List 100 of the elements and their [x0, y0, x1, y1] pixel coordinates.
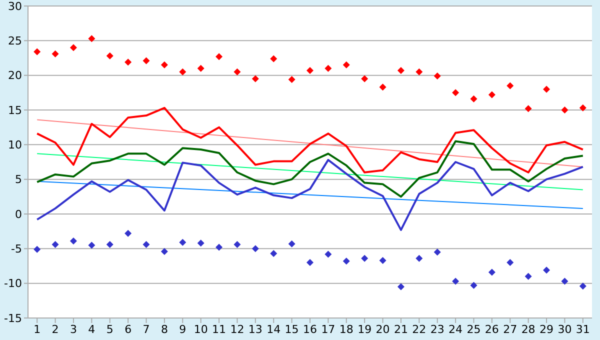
- x-tick-label: 31: [576, 322, 590, 336]
- point: [252, 75, 259, 82]
- point: [52, 50, 59, 58]
- line-series: [36, 140, 584, 198]
- point: [361, 254, 368, 262]
- x-tick-label: 6: [124, 322, 132, 336]
- x-tick-label: 7: [142, 322, 150, 336]
- point: [306, 259, 314, 266]
- y-tick-label: 0: [15, 208, 22, 221]
- x-tick-label: 30: [558, 322, 572, 336]
- x-tick-label: 18: [339, 322, 354, 336]
- y-tick-label: 20: [8, 69, 22, 82]
- point: [306, 66, 314, 74]
- point: [579, 282, 586, 290]
- point: [379, 84, 386, 91]
- x-tick-label: 28: [521, 322, 536, 336]
- point: [397, 283, 404, 290]
- point: [124, 230, 132, 237]
- point: [579, 104, 586, 112]
- line-series: [36, 158, 584, 231]
- x-tick-label: 22: [412, 322, 426, 336]
- point: [416, 68, 423, 76]
- point: [106, 52, 114, 60]
- y-tick-label: -15: [4, 312, 22, 325]
- point: [397, 66, 404, 74]
- y-tick-label: 5: [15, 173, 22, 186]
- point: [142, 241, 150, 248]
- point: [324, 64, 332, 72]
- point: [160, 248, 168, 255]
- point: [452, 89, 460, 96]
- y-tick-label: 25: [8, 34, 22, 48]
- point: [342, 61, 350, 68]
- point: [88, 35, 96, 42]
- x-tick-label: 2: [52, 322, 59, 336]
- point: [234, 241, 241, 248]
- x-tick-label: 11: [212, 322, 226, 336]
- point: [234, 68, 241, 76]
- point: [452, 278, 460, 285]
- point: [288, 76, 296, 83]
- x-tick-label: 26: [484, 322, 499, 336]
- point: [252, 245, 259, 252]
- point: [270, 55, 278, 62]
- point: [488, 268, 496, 276]
- x-tick-label: 15: [284, 322, 299, 336]
- point: [70, 238, 77, 245]
- x-tick-label: 3: [70, 322, 77, 336]
- point: [342, 258, 350, 265]
- x-tick-label: 10: [194, 322, 208, 336]
- point: [106, 241, 114, 248]
- point: [379, 256, 386, 264]
- point: [124, 58, 132, 66]
- y-tick-label: 15: [8, 104, 22, 117]
- x-tick-label: 19: [358, 322, 372, 336]
- point: [197, 240, 204, 247]
- point: [324, 250, 332, 258]
- x-tick-label: 17: [321, 322, 336, 336]
- point: [160, 61, 168, 68]
- x-tick-label: 16: [303, 322, 317, 336]
- point: [34, 246, 41, 253]
- point: [434, 248, 441, 256]
- point: [416, 254, 423, 262]
- point: [270, 250, 278, 258]
- point: [506, 82, 514, 90]
- point: [524, 272, 532, 280]
- x-tick-label: 23: [430, 322, 444, 336]
- point: [179, 238, 186, 246]
- point: [216, 53, 223, 60]
- x-tick-label: 14: [266, 322, 281, 336]
- point: [34, 48, 41, 56]
- x-tick-label: 4: [88, 322, 96, 336]
- point: [524, 105, 532, 112]
- point: [142, 57, 150, 64]
- x-tick-label: 21: [394, 322, 408, 336]
- x-tick-label: 1: [34, 322, 41, 336]
- point: [506, 259, 514, 266]
- x-tick-label: 8: [160, 322, 168, 336]
- point: [70, 44, 77, 52]
- point: [216, 244, 223, 251]
- point: [470, 95, 478, 102]
- point: [561, 278, 568, 285]
- x-tick-label: 24: [448, 322, 463, 336]
- x-tick-label: 29: [540, 322, 554, 336]
- point: [361, 75, 368, 82]
- y-tick-label: -10: [4, 277, 22, 290]
- point: [470, 282, 478, 289]
- point: [288, 240, 296, 248]
- line-series: [36, 106, 584, 174]
- x-tick-label: 25: [466, 322, 481, 336]
- x-tick-label: 5: [106, 322, 114, 336]
- point: [197, 64, 204, 72]
- point: [543, 266, 550, 274]
- point: [88, 242, 96, 249]
- point: [488, 91, 496, 98]
- point: [434, 72, 441, 80]
- x-tick-label: 20: [376, 322, 390, 336]
- point: [179, 68, 186, 76]
- x-tick-label: 9: [179, 322, 186, 336]
- point: [52, 241, 59, 248]
- y-tick-label: 30: [8, 0, 22, 13]
- y-tick-label: 10: [8, 138, 22, 152]
